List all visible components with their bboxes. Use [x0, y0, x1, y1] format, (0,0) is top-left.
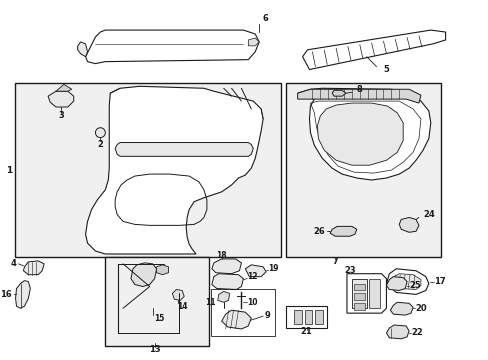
Circle shape: [95, 128, 105, 138]
Polygon shape: [156, 265, 168, 275]
Text: 22: 22: [410, 328, 422, 337]
Bar: [293, 310, 301, 324]
Text: 8: 8: [356, 85, 362, 94]
Bar: [210, 289, 274, 336]
Polygon shape: [331, 90, 346, 96]
Polygon shape: [398, 217, 418, 232]
Text: 18: 18: [216, 251, 226, 260]
Text: 14: 14: [177, 302, 187, 311]
Text: 5: 5: [383, 65, 388, 74]
Polygon shape: [386, 325, 408, 339]
Polygon shape: [115, 143, 253, 156]
Text: 12: 12: [247, 272, 257, 281]
Bar: [353, 303, 364, 310]
Text: 26: 26: [313, 227, 325, 236]
Bar: [315, 310, 323, 324]
Polygon shape: [211, 259, 241, 274]
Polygon shape: [386, 269, 428, 294]
Bar: [285, 83, 440, 257]
Polygon shape: [386, 277, 407, 291]
Polygon shape: [389, 302, 412, 315]
Text: 20: 20: [414, 304, 426, 313]
Text: 2: 2: [97, 140, 103, 149]
Polygon shape: [23, 261, 44, 275]
Polygon shape: [172, 289, 184, 300]
Polygon shape: [302, 30, 445, 69]
Polygon shape: [329, 226, 356, 236]
Text: 4: 4: [11, 259, 17, 268]
Polygon shape: [56, 84, 72, 91]
Polygon shape: [297, 89, 420, 103]
Text: 9: 9: [264, 311, 270, 320]
Text: 1: 1: [6, 166, 13, 175]
Polygon shape: [217, 292, 229, 302]
Polygon shape: [248, 38, 259, 46]
Polygon shape: [368, 279, 379, 308]
Polygon shape: [16, 280, 30, 308]
Text: 23: 23: [344, 266, 355, 275]
Text: 15: 15: [154, 314, 164, 323]
Bar: [353, 284, 364, 291]
Polygon shape: [351, 279, 366, 308]
Text: 6: 6: [262, 14, 267, 23]
Text: 24: 24: [422, 210, 434, 219]
Polygon shape: [131, 263, 156, 287]
Text: 25: 25: [408, 281, 420, 290]
Polygon shape: [346, 274, 386, 313]
Polygon shape: [245, 265, 265, 277]
Text: 11: 11: [205, 298, 215, 307]
Polygon shape: [285, 306, 326, 328]
Polygon shape: [391, 274, 420, 289]
Polygon shape: [297, 88, 430, 180]
Bar: [304, 310, 312, 324]
Polygon shape: [85, 86, 263, 254]
Polygon shape: [211, 274, 243, 289]
Polygon shape: [48, 91, 74, 107]
Text: 17: 17: [433, 277, 445, 286]
Polygon shape: [78, 42, 87, 57]
Text: 13: 13: [148, 345, 160, 354]
Bar: [15, 83, 280, 257]
Text: 21: 21: [300, 327, 312, 336]
Text: 16: 16: [0, 290, 12, 299]
Polygon shape: [85, 30, 259, 64]
Polygon shape: [221, 310, 251, 329]
Polygon shape: [317, 103, 403, 165]
Text: 3: 3: [58, 111, 63, 120]
Text: 7: 7: [331, 257, 337, 266]
Bar: [105, 257, 208, 346]
Text: 19: 19: [267, 264, 278, 273]
Text: 10: 10: [247, 298, 257, 307]
Bar: [353, 293, 364, 300]
